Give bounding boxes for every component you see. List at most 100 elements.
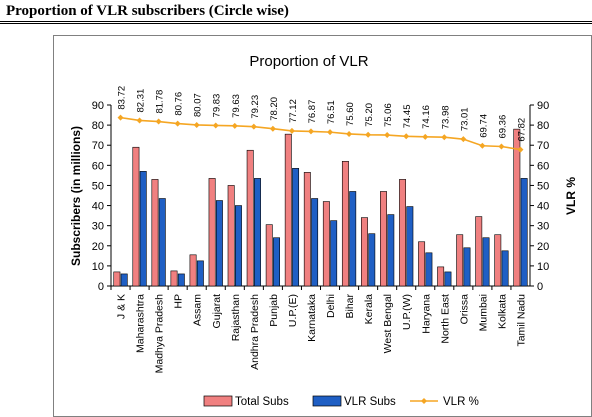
point-vlr-percent — [498, 143, 505, 150]
data-label-vlr-percent: 81.78 — [155, 90, 166, 114]
bar-vlr-subs — [273, 237, 280, 287]
x-tick-label: Mumbai — [477, 294, 489, 331]
legend-label-vlr-subs: VLR Subs — [344, 396, 396, 408]
data-label-vlr-percent: 73.98 — [440, 105, 451, 129]
data-label-vlr-percent: 75.20 — [364, 103, 375, 127]
x-tick-label: Assam — [192, 294, 204, 326]
bar-total-subs — [189, 254, 197, 287]
point-vlr-percent — [117, 114, 124, 121]
point-vlr-percent — [250, 123, 257, 130]
document-heading: Proportion of VLR subscribers (Circle wi… — [6, 3, 289, 19]
y-axis-label: Subscribers (in millions) — [69, 126, 83, 266]
data-label-vlr-percent: 76.87 — [307, 100, 318, 124]
bar-total-subs — [341, 161, 349, 287]
data-label-vlr-percent: 69.36 — [497, 115, 508, 139]
y2-tick-label: 90 — [537, 100, 549, 112]
point-vlr-percent — [346, 130, 353, 137]
y-tick-label: 60 — [92, 160, 104, 172]
point-vlr-percent — [155, 118, 162, 125]
heading-rule-double — [0, 23, 592, 24]
x-tick-label: Madhya Pradesh — [154, 294, 166, 374]
legend-swatch-total-subs — [203, 395, 233, 407]
point-vlr-percent — [193, 121, 200, 128]
point-vlr-percent — [212, 122, 219, 129]
bar-total-subs — [113, 271, 121, 287]
point-vlr-percent — [441, 134, 448, 141]
point-vlr-percent — [422, 133, 429, 140]
data-label-vlr-percent: 75.60 — [345, 102, 356, 126]
bar-vlr-subs — [292, 168, 300, 287]
bar-vlr-subs — [139, 171, 147, 287]
data-label-vlr-percent: 79.83 — [212, 94, 223, 118]
x-tick-label: HP — [173, 294, 185, 309]
bar-vlr-subs — [215, 200, 223, 287]
legend-label-total-subs: Total Subs — [235, 396, 289, 408]
y-tick-label: 80 — [92, 120, 104, 132]
y2-tick-label: 80 — [537, 120, 549, 132]
bar-vlr-subs — [311, 198, 319, 287]
data-label-vlr-percent: 82.31 — [136, 89, 147, 113]
x-tick-label: Gujarat — [211, 294, 223, 329]
x-tick-label: Rajasthan — [230, 294, 242, 341]
point-vlr-percent — [231, 122, 238, 129]
bar-total-subs — [494, 234, 502, 287]
bar-vlr-subs — [406, 206, 414, 287]
data-label-vlr-percent: 75.06 — [383, 103, 394, 127]
data-label-vlr-percent: 67.82 — [516, 118, 527, 142]
y-tick-label: 90 — [92, 100, 104, 112]
bar-vlr-subs — [501, 250, 509, 287]
point-vlr-percent — [307, 128, 314, 135]
bar-total-subs — [380, 191, 387, 287]
data-label-vlr-percent: 78.20 — [269, 97, 280, 121]
x-tick-label: Haryana — [420, 294, 432, 334]
bar-vlr-subs — [463, 247, 471, 287]
bar-vlr-subs — [387, 214, 395, 287]
y2-tick-label: 20 — [537, 241, 549, 253]
x-tick-label: Punjab — [268, 294, 280, 327]
x-tick-label: West Bengal — [382, 294, 394, 353]
bar-total-subs — [208, 178, 216, 287]
bar-vlr-subs — [196, 260, 204, 287]
y-tick-label: 70 — [92, 140, 104, 152]
bar-total-subs — [456, 234, 464, 287]
y-tick-label: 50 — [92, 180, 104, 192]
y2-tick-label: 40 — [537, 201, 549, 213]
x-tick-label: Delhi — [325, 294, 337, 318]
bar-total-subs — [475, 216, 483, 287]
data-label-vlr-percent: 80.76 — [174, 92, 185, 116]
bar-total-subs — [265, 224, 273, 287]
bar-total-subs — [151, 179, 159, 287]
legend-label-vlr-percent: VLR % — [443, 396, 479, 408]
data-label-vlr-percent: 69.74 — [478, 114, 489, 138]
bar-total-subs — [322, 201, 330, 287]
bar-total-subs — [361, 217, 368, 287]
heading-rule — [0, 21, 592, 22]
x-tick-label: Kolkata — [496, 294, 508, 329]
y-tick-label: 0 — [98, 281, 104, 293]
bar-total-subs — [170, 270, 178, 287]
bar-vlr-subs — [177, 273, 185, 287]
y2-tick-label: 30 — [537, 221, 549, 233]
y-tick-label: 20 — [92, 241, 104, 253]
bar-vlr-subs — [234, 205, 242, 287]
x-tick-label: Maharashtra — [135, 294, 147, 353]
x-tick-label: Tamil Nadu — [515, 294, 527, 347]
data-label-vlr-percent: 79.63 — [231, 94, 242, 118]
data-label-vlr-percent: 79.23 — [250, 95, 261, 119]
bar-vlr-subs — [120, 273, 128, 287]
point-vlr-percent — [136, 117, 143, 124]
point-vlr-percent — [327, 129, 334, 136]
y-tick-label: 30 — [92, 221, 104, 233]
x-tick-label: Andhra Pradesh — [249, 294, 261, 370]
legend-marker-vlr-percent — [421, 398, 427, 404]
point-vlr-percent — [403, 133, 410, 140]
y2-tick-label: 0 — [537, 281, 543, 293]
data-label-vlr-percent: 77.12 — [288, 99, 299, 123]
x-tick-label: Orissa — [458, 294, 470, 324]
y2-tick-label: 10 — [537, 261, 549, 273]
plot-area: 0 0 10 10 20 20 30 30 40 40 50 50 60 60 70 70 80 80 90 90 J … — [92, 86, 550, 374]
bar-vlr-subs — [254, 178, 261, 287]
x-tick-label: Bihar — [344, 294, 356, 319]
data-label-vlr-percent: 74.16 — [421, 105, 432, 129]
